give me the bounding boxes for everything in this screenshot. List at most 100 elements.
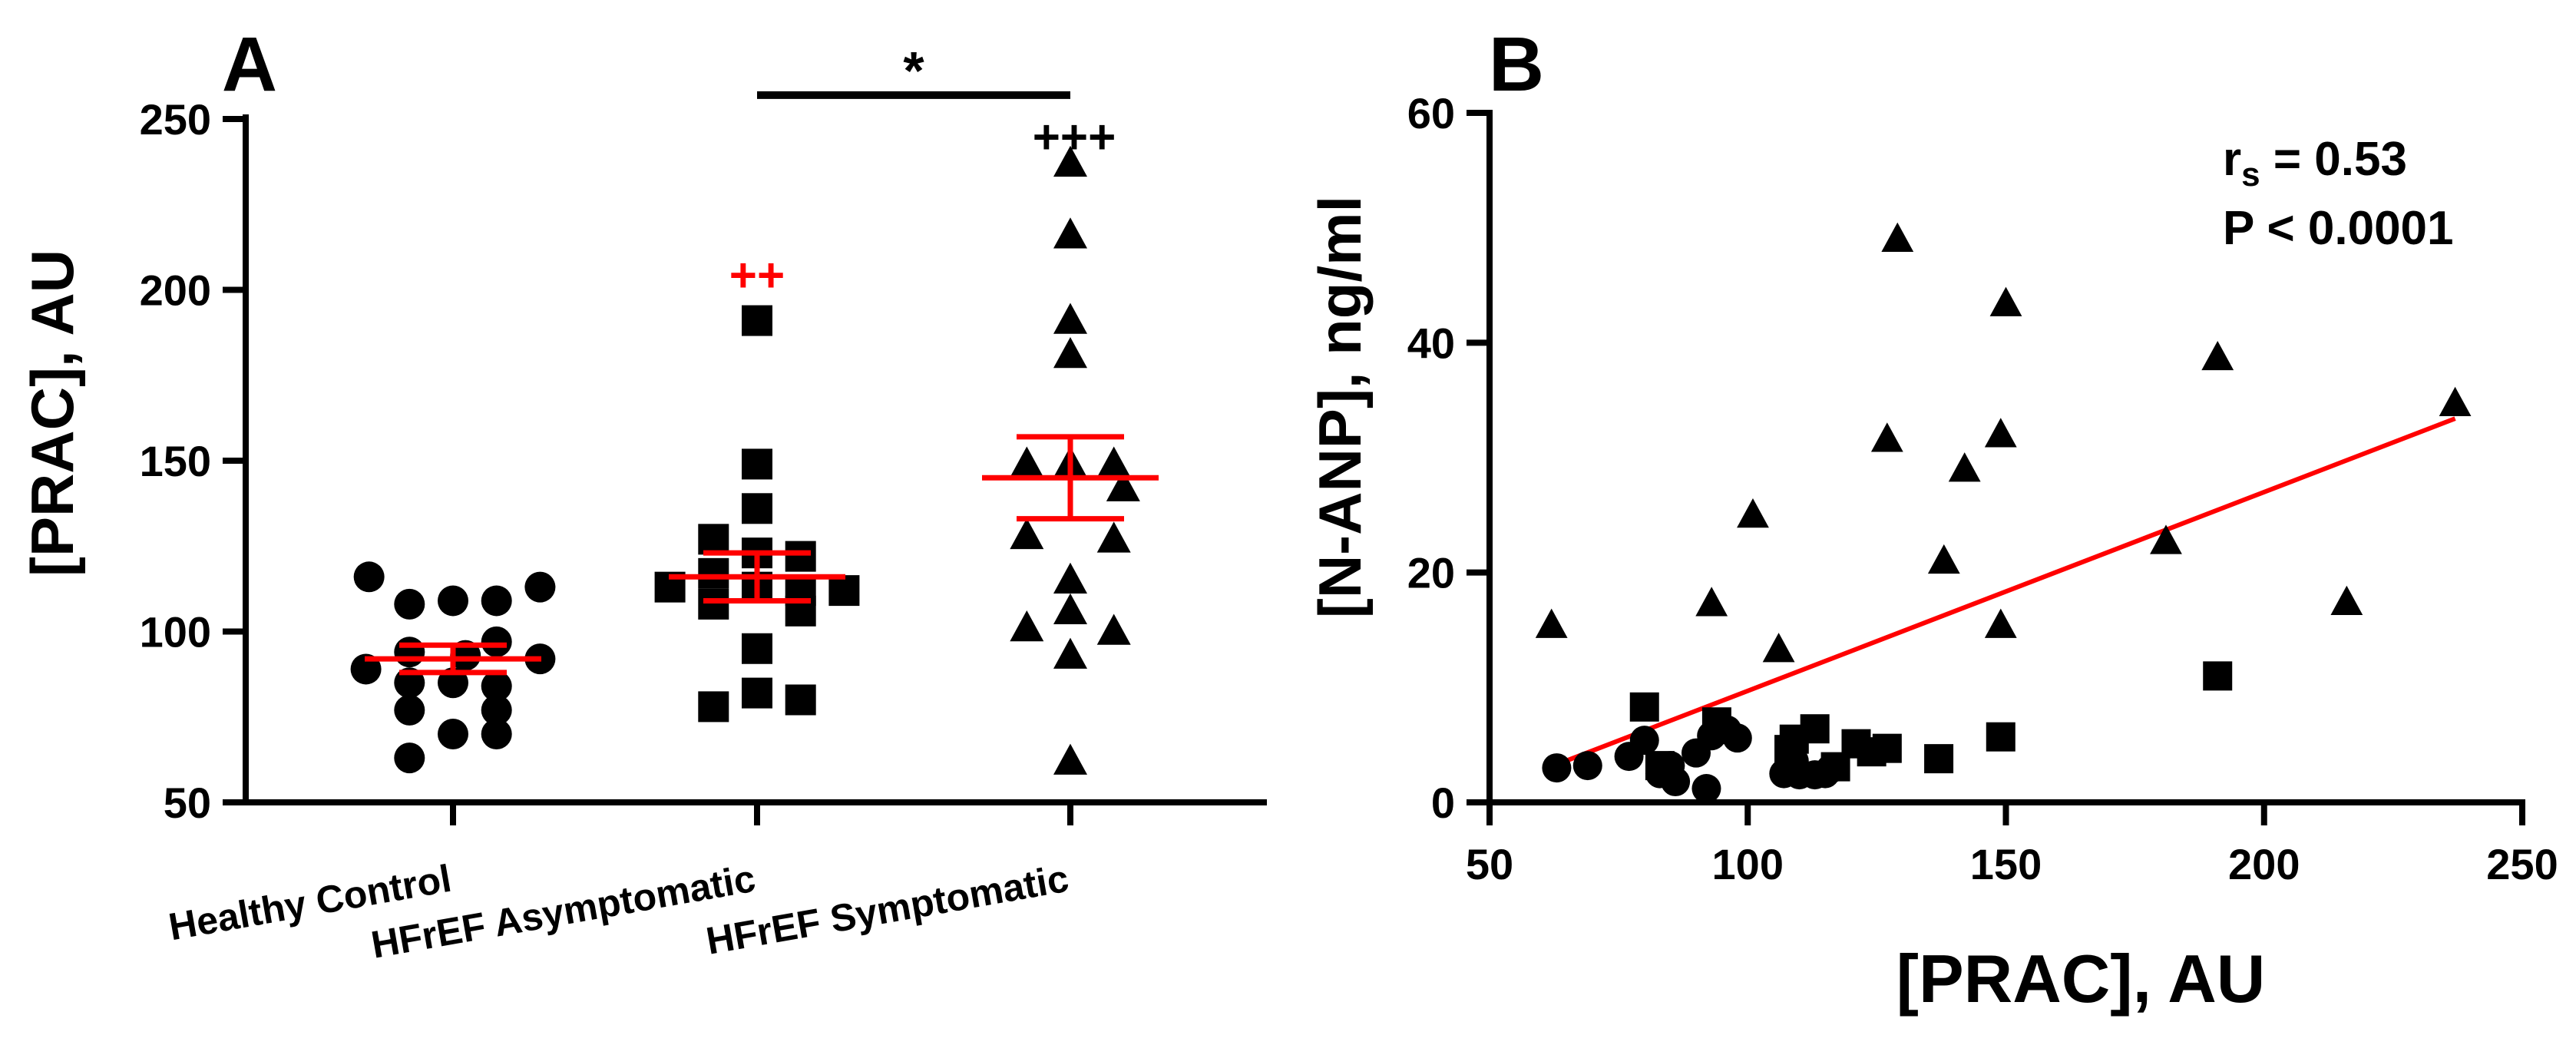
panel-a-point-g1-9	[828, 575, 860, 607]
panel-a-y-tick-label-250: 250	[140, 95, 211, 144]
panel-a-point-g0-13	[394, 694, 425, 726]
panel-b-x-tick-label-50: 50	[1466, 840, 1513, 888]
panel-a-point-g1-15	[698, 691, 729, 723]
panel-a-point-g1-0	[742, 305, 772, 336]
panel-b-point-s0-3	[1629, 726, 1659, 756]
panel-b-point-s2-6	[1927, 544, 1960, 574]
panel-b-x-axis-label: [PRAC], AU	[1896, 941, 2266, 1017]
panel-a-mean-sem-bars	[365, 434, 1159, 676]
panel-b-x-tick-label-150: 150	[1970, 840, 2042, 888]
panel-a-point-g0-2	[438, 585, 468, 617]
panel-b-point-s2-9	[1984, 608, 2017, 638]
panel-a-point-g0-12	[481, 670, 512, 702]
panel-a-point-g2-2	[1053, 303, 1087, 334]
panel-a-point-g1-3	[698, 524, 729, 555]
panel-a-point-g1-2	[742, 493, 772, 524]
panel-a-y-tick-label-100: 100	[140, 608, 211, 656]
panel-a-point-g1-5	[785, 541, 816, 572]
panel-b-point-s1-12	[2203, 661, 2233, 691]
panel-a-point-g0-7	[394, 637, 425, 668]
panel-a-point-g2-12	[1096, 613, 1131, 645]
annotation-plus-plus-plus: +++	[1033, 111, 1116, 164]
panel-b: B [N-ANP], ng/ml [PRAC], AU 0 20 40 60 50 100…	[1306, 21, 2558, 1017]
panel-a-y-axis-label: [PRAC], AU	[18, 250, 86, 577]
panel-a-point-g2-4	[1010, 446, 1044, 478]
panel-a-point-g0-16	[481, 719, 512, 749]
panel-a-point-g2-13	[1053, 593, 1087, 625]
panel-a-point-g1-13	[742, 633, 772, 664]
panel-a-point-g0-1	[394, 588, 425, 620]
panel-b-x-tick-label-250: 250	[2486, 840, 2558, 888]
panel-a-point-g2-10	[1053, 562, 1087, 594]
stats-correlation: rs = 0.53	[2223, 133, 2407, 193]
panel-a-point-g0-0	[353, 561, 385, 593]
panel-a-points	[350, 145, 1140, 775]
panel-a-point-g1-11	[698, 588, 729, 620]
panel-a-point-g1-14	[742, 677, 772, 709]
panel-b-x-tick-label-200: 200	[2228, 840, 2300, 888]
panel-b-y-tick-label-20: 20	[1407, 549, 1455, 597]
panel-b-point-s2-10	[1989, 286, 2022, 316]
panel-a-point-g2-11	[1010, 610, 1044, 642]
panel-a-point-g1-6	[698, 557, 729, 589]
panel-b-point-s2-13	[2330, 585, 2363, 615]
panel-b-point-s2-0	[1535, 608, 1568, 638]
panel-a-y-tick-label-50: 50	[164, 779, 211, 827]
panel-a-label: A	[222, 21, 277, 107]
panel-b-point-s2-11	[2150, 524, 2182, 554]
panel-b-point-s1-5	[1800, 714, 1830, 744]
stats-r: r	[2223, 133, 2241, 186]
panel-b-y-tick-label-0: 0	[1431, 779, 1455, 827]
panel-b-point-s2-2	[1737, 498, 1769, 528]
panel-b-point-s0-1	[1572, 751, 1602, 781]
panel-b-label: B	[1489, 21, 1544, 107]
significance-asterisk: *	[903, 41, 924, 101]
panel-b-point-s2-3	[1762, 633, 1795, 663]
panel-a-point-g0-6	[481, 626, 512, 657]
panel-b-point-s1-0	[1629, 692, 1659, 722]
panel-b-ticks: 0 20 40 60 50 100 150 200 250	[1407, 89, 2558, 888]
panel-b-point-s2-8	[1984, 418, 2017, 448]
panel-b-point-s2-4	[1870, 422, 1903, 452]
panel-b-stats: rs = 0.53 P < 0.0001	[2223, 133, 2454, 255]
panel-a-point-g0-17	[394, 742, 425, 774]
panel-a-point-g0-3	[481, 585, 512, 617]
panel-b-point-s2-5	[1881, 222, 1914, 253]
panel-a-point-g2-0	[1053, 145, 1087, 177]
panel-b-point-s1-2	[1701, 707, 1731, 737]
panel-b-y-tick-label-60: 60	[1407, 89, 1455, 137]
panel-a-point-g2-1	[1053, 217, 1087, 249]
panel-a-point-g2-8	[1010, 518, 1044, 550]
stats-p-value: P < 0.0001	[2223, 202, 2454, 255]
panel-a-y-tick-label-200: 200	[140, 266, 211, 315]
panel-b-y-axis-label: [N-ANP], ng/ml	[1306, 196, 1374, 618]
panel-b-point-s0-0	[1542, 753, 1572, 783]
panel-a-point-g2-3	[1053, 337, 1087, 369]
panel-a-point-g0-14	[481, 694, 512, 726]
panel-b-point-s2-12	[2201, 340, 2234, 371]
annotation-plus-plus: ++	[729, 250, 785, 303]
panel-b-x-tick-label-100: 100	[1712, 840, 1784, 888]
panel-a-point-g2-9	[1096, 521, 1131, 553]
category-label-hfref-symptomatic: HFrEF Symptomatic	[703, 857, 1072, 963]
panel-b-point-s1-11	[1986, 722, 2015, 752]
panel-a-point-g2-14	[1053, 637, 1087, 669]
panel-b-points	[1535, 222, 2472, 804]
panel-a-annotations: * ++ +++	[729, 41, 1116, 303]
stats-r-subscript: s	[2241, 156, 2260, 193]
panel-b-point-s1-10	[1924, 744, 1954, 774]
regression-line	[1556, 416, 2456, 767]
panel-a-y-ticks: 50 100 150 200 250	[140, 95, 246, 827]
panel-b-point-s2-14	[2439, 386, 2472, 417]
panel-a-point-g1-16	[785, 684, 816, 716]
panel-a-point-g2-15	[1053, 743, 1087, 775]
panel-a-y-tick-label-150: 150	[140, 437, 211, 485]
panel-b-point-s0-8	[1691, 774, 1721, 804]
panel-a-point-g1-1	[742, 448, 772, 480]
panel-a-point-g0-15	[438, 719, 468, 749]
panel-b-point-s1-9	[1872, 733, 1902, 763]
panel-b-point-s2-1	[1695, 587, 1728, 617]
panel-a-point-g2-5	[1096, 446, 1131, 478]
panel-b-y-tick-label-40: 40	[1407, 319, 1455, 367]
